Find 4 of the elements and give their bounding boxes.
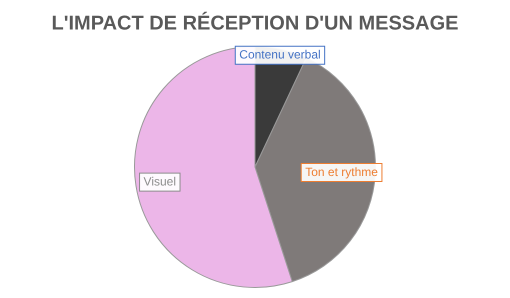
slice-label: Contenu verbal (239, 48, 321, 62)
slice-label: Ton et rythme (305, 164, 378, 179)
chart-title: L'IMPACT DE RÉCEPTION D'UN MESSAGE (52, 12, 458, 35)
slice-label: Visuel (144, 174, 176, 188)
